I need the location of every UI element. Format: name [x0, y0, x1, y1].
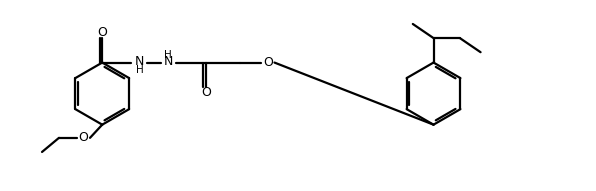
Text: N: N [135, 55, 145, 68]
Text: N: N [163, 55, 173, 68]
Text: H: H [136, 66, 144, 75]
Text: O: O [79, 131, 88, 144]
Text: O: O [263, 56, 273, 69]
Text: O: O [97, 26, 107, 39]
Text: O: O [201, 86, 211, 99]
Text: H: H [164, 50, 172, 60]
